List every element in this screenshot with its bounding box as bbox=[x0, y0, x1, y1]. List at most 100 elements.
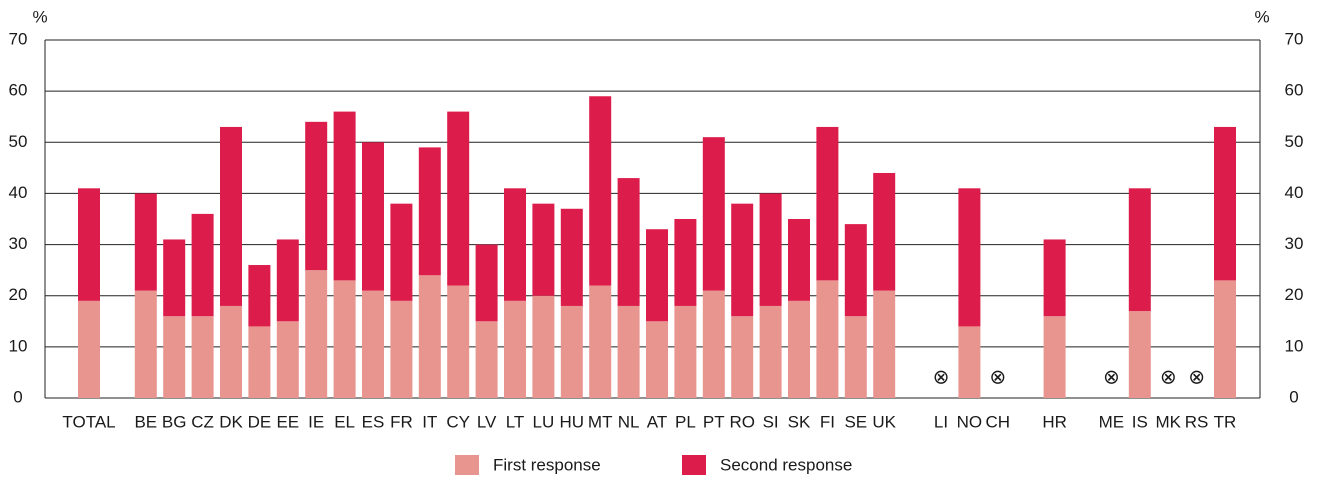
bar-segment bbox=[844, 224, 867, 317]
y2-tick-label: 10 bbox=[1285, 336, 1304, 355]
bar-segment bbox=[305, 270, 328, 398]
bar-segment bbox=[418, 275, 441, 398]
bar-segment bbox=[589, 96, 612, 286]
y-tick-label: 20 bbox=[9, 285, 28, 304]
legend-swatch bbox=[682, 455, 706, 475]
bar-segment bbox=[702, 290, 725, 398]
bar-segment bbox=[447, 285, 470, 398]
y-axis-label: % bbox=[32, 7, 47, 26]
x-tick-label: SI bbox=[763, 412, 779, 431]
bar-segment bbox=[759, 305, 782, 398]
bar-segment bbox=[248, 265, 271, 327]
bar-segment bbox=[163, 239, 186, 317]
x-tick-label: FI bbox=[820, 412, 835, 431]
bar-segment bbox=[646, 229, 668, 322]
x-tick-label: LV bbox=[477, 412, 497, 431]
x-tick-label: EL bbox=[334, 412, 355, 431]
bar-segment bbox=[873, 172, 896, 291]
x-tick-label: BG bbox=[162, 412, 187, 431]
bar-segment bbox=[134, 193, 157, 291]
x-tick-label: MT bbox=[588, 412, 613, 431]
x-tick-label: IS bbox=[1132, 412, 1148, 431]
x-tick-label: MK bbox=[1155, 412, 1181, 431]
y-tick-label: 0 bbox=[13, 387, 22, 406]
x-tick-label: LI bbox=[934, 412, 948, 431]
bar-segment bbox=[1214, 280, 1236, 398]
bar-segment bbox=[220, 126, 242, 306]
not-available-symbol: ⊗ bbox=[989, 366, 1006, 388]
bar-segment bbox=[333, 280, 356, 398]
bar-segment bbox=[788, 219, 810, 301]
x-tick-label: IE bbox=[308, 412, 324, 431]
bar-segment bbox=[1043, 316, 1066, 398]
x-tick-label: RO bbox=[729, 412, 755, 431]
x-tick-label: HU bbox=[560, 412, 585, 431]
bar-segment bbox=[617, 178, 640, 306]
bar-segment bbox=[532, 203, 555, 296]
bar-segment bbox=[674, 219, 697, 306]
bar-segment bbox=[305, 121, 328, 271]
bar-segment bbox=[1043, 239, 1066, 317]
x-tick-label: BE bbox=[134, 412, 157, 431]
bar-segment bbox=[1128, 188, 1151, 312]
x-tick-label: TOTAL bbox=[62, 412, 115, 431]
bar-segment bbox=[1128, 311, 1151, 398]
bar-segment bbox=[276, 321, 299, 398]
bar-segment bbox=[617, 305, 640, 398]
bar-segment bbox=[816, 280, 839, 398]
bar-segment bbox=[958, 326, 981, 398]
y-tick-label: 50 bbox=[9, 132, 28, 151]
bar-segment bbox=[702, 137, 725, 291]
bar-segment bbox=[163, 316, 186, 398]
y2-axis-label: % bbox=[1254, 7, 1269, 26]
x-tick-label: SK bbox=[788, 412, 811, 431]
bar-segment bbox=[390, 203, 413, 301]
bar-segment bbox=[788, 300, 810, 398]
bar-segment bbox=[646, 321, 668, 398]
x-tick-label: LU bbox=[533, 412, 555, 431]
x-tick-label: CH bbox=[986, 412, 1011, 431]
y2-tick-label: 20 bbox=[1285, 285, 1304, 304]
not-available-symbol: ⊗ bbox=[1160, 366, 1177, 388]
not-available-symbol: ⊗ bbox=[933, 366, 950, 388]
bar-segment bbox=[873, 290, 896, 398]
bar-segment bbox=[78, 300, 100, 398]
x-tick-label: SE bbox=[844, 412, 867, 431]
x-tick-label: DE bbox=[248, 412, 272, 431]
bar-segment bbox=[134, 290, 157, 398]
y-tick-label: 70 bbox=[9, 29, 28, 48]
x-tick-label: LT bbox=[506, 412, 525, 431]
not-available-symbol: ⊗ bbox=[1188, 366, 1205, 388]
bar-segment bbox=[333, 111, 356, 281]
y2-tick-label: 30 bbox=[1285, 234, 1304, 253]
x-tick-label: HR bbox=[1042, 412, 1067, 431]
bar-segment bbox=[276, 239, 299, 322]
x-tick-label: CZ bbox=[191, 412, 214, 431]
bar-segment bbox=[248, 326, 271, 398]
y2-tick-label: 70 bbox=[1285, 29, 1304, 48]
bar-segment bbox=[731, 203, 754, 317]
y2-tick-label: 60 bbox=[1285, 81, 1304, 100]
bar-segment bbox=[674, 305, 697, 398]
x-tick-label: DK bbox=[219, 412, 243, 431]
x-tick-label: CY bbox=[446, 412, 470, 431]
bar-segment bbox=[589, 285, 612, 398]
x-tick-label: UK bbox=[872, 412, 896, 431]
x-tick-label: IT bbox=[422, 412, 437, 431]
y-tick-label: 40 bbox=[9, 183, 28, 202]
x-tick-label: ES bbox=[362, 412, 385, 431]
bar-segment bbox=[560, 305, 583, 398]
y-tick-label: 30 bbox=[9, 234, 28, 253]
bar-segment bbox=[191, 213, 214, 317]
y2-tick-label: 50 bbox=[1285, 132, 1304, 151]
bar-segment bbox=[759, 193, 782, 306]
bar-segment bbox=[731, 316, 754, 398]
bar-segment bbox=[816, 126, 839, 281]
bar-segment bbox=[78, 188, 100, 301]
x-tick-label: ME bbox=[1099, 412, 1125, 431]
bar-segment bbox=[475, 321, 498, 398]
x-tick-label: AT bbox=[647, 412, 667, 431]
y-tick-label: 10 bbox=[9, 336, 28, 355]
bar-segment bbox=[475, 244, 498, 322]
